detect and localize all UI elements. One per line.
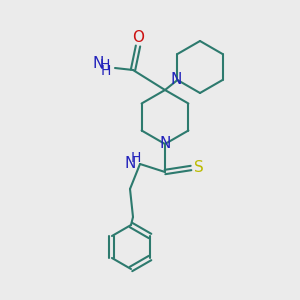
Text: H: H: [101, 64, 111, 78]
Text: H: H: [131, 151, 141, 165]
Text: N: N: [92, 56, 104, 71]
Text: N: N: [159, 136, 171, 152]
Text: N: N: [171, 73, 182, 88]
Text: H: H: [100, 58, 110, 72]
Text: S: S: [194, 160, 204, 175]
Text: O: O: [132, 31, 144, 46]
Text: N: N: [124, 157, 136, 172]
